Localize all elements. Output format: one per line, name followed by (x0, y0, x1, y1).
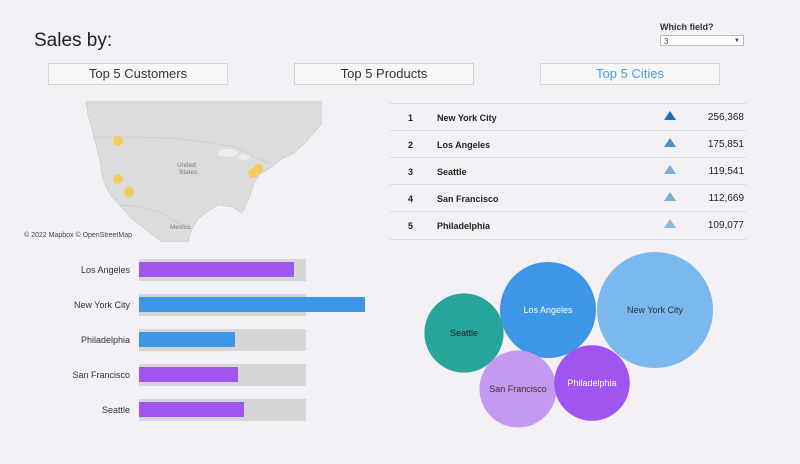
border-us-mexico (119, 204, 193, 230)
rank-cell: 5 (408, 221, 414, 231)
tab-top-5-products[interactable]: Top 5 Products (294, 63, 474, 85)
value-cell: 175,851 (707, 139, 744, 150)
value-cell: 109,077 (707, 220, 744, 231)
value-cell: 256,368 (707, 112, 744, 123)
bar-label-los-angeles: Los Angeles (80, 265, 130, 275)
value-cell: 119,541 (708, 166, 744, 177)
triangle-up-icon (664, 219, 676, 228)
field-selector-label: Which field? (660, 22, 714, 32)
triangle-up-icon (664, 111, 676, 120)
map-marker-philadelphia[interactable] (248, 168, 258, 178)
sales-map[interactable]: United States Mexico (22, 101, 322, 242)
rank-cell: 3 (408, 167, 414, 177)
bubble-new-york-city[interactable] (597, 252, 713, 368)
bubble-seattle[interactable] (424, 293, 504, 373)
bar-seattle[interactable] (139, 402, 245, 417)
bubble-label: Philadelphia (567, 378, 616, 388)
bar-philadelphia[interactable] (139, 332, 236, 347)
bar-new-york-city[interactable] (139, 297, 365, 312)
map-label-mexico: Mexico (170, 224, 191, 231)
bar-label-san-francisco: San Francisco (72, 370, 130, 380)
bubble-label: New York City (627, 305, 684, 315)
bubble-label: Seattle (450, 328, 478, 338)
bubble-san-francisco[interactable] (479, 350, 557, 428)
bar-san-francisco[interactable] (139, 367, 239, 382)
city-cell: Los Angeles (437, 140, 491, 150)
land-north-america (85, 101, 322, 242)
table-row[interactable]: 2 Los Angeles 175,851 (390, 130, 746, 158)
triangle-up-icon (664, 192, 676, 201)
map-marker-san-francisco[interactable] (113, 174, 123, 184)
field-selector-value: 3 (664, 37, 669, 46)
value-cell: 112,669 (708, 193, 744, 204)
bar-label-seattle: Seattle (101, 405, 130, 415)
map-attribution: © 2022 Mapbox © OpenStreetMap (24, 232, 132, 239)
bubble-label: San Francisco (489, 384, 547, 394)
table-row[interactable]: 4 San Francisco 112,669 (390, 184, 746, 212)
triangle-up-icon (664, 165, 676, 174)
border-canada-us (92, 136, 271, 164)
map-marker-los-angeles[interactable] (124, 187, 134, 197)
city-cell: New York City (437, 113, 497, 123)
map-marker-seattle[interactable] (113, 136, 123, 146)
bubble-philadelphia[interactable] (554, 345, 630, 421)
triangle-up-icon (664, 138, 676, 147)
field-selector-dropdown[interactable]: 3 ▼ (660, 35, 744, 46)
bar-los-angeles[interactable] (139, 262, 294, 277)
map-label-states: States (179, 169, 198, 176)
city-cell: San Francisco (437, 194, 499, 204)
map-label-united-states: United (177, 162, 196, 169)
bar-label-philadelphia: Philadelphia (80, 335, 130, 345)
bar-label-new-york-city: New York City (73, 300, 130, 310)
table-row[interactable]: 1 New York City 256,368 (390, 103, 746, 131)
rank-cell: 2 (408, 140, 414, 150)
city-cell: Seattle (437, 167, 467, 177)
rank-cell: 4 (408, 194, 414, 204)
great-lakes-east (238, 154, 250, 160)
tab-top-5-customers[interactable]: Top 5 Customers (48, 63, 228, 85)
city-cell: Philadelphia (437, 221, 491, 231)
page-title: Sales by: (34, 30, 113, 51)
table-row[interactable]: 5 Philadelphia 109,077 (390, 211, 746, 240)
chevron-down-icon: ▼ (734, 38, 740, 44)
rank-cell: 1 (408, 113, 414, 123)
bubble-label: Los Angeles (523, 305, 573, 315)
bubble-los-angeles[interactable] (500, 262, 596, 358)
great-lakes (218, 149, 238, 157)
table-row[interactable]: 3 Seattle 119,541 (390, 157, 746, 185)
tab-top-5-cities[interactable]: Top 5 Cities (540, 63, 720, 85)
gulf-of-mexico (198, 215, 232, 229)
